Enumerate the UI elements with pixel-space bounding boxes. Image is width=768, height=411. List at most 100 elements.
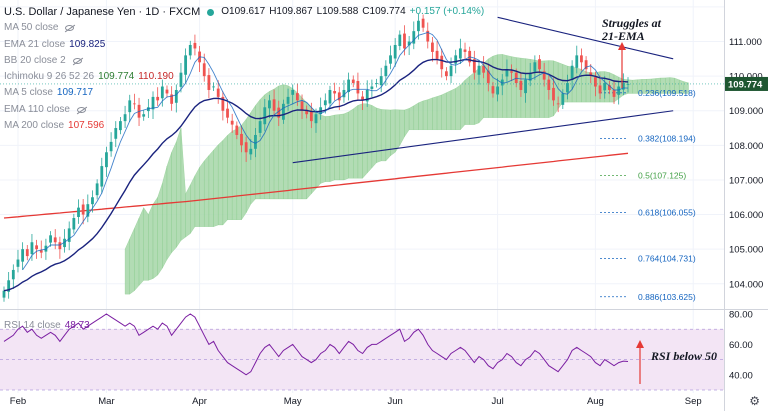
indicator-label: Ichimoku 9 26 52 26 bbox=[4, 71, 95, 83]
cloud-segment bbox=[143, 207, 149, 281]
fib-label: 0.886(103.625) bbox=[638, 292, 696, 302]
candle-body bbox=[86, 204, 90, 217]
candle-body bbox=[2, 290, 6, 298]
cloud-segment bbox=[492, 54, 498, 118]
candle-body bbox=[342, 89, 346, 98]
fib-label: 0.382(108.194) bbox=[638, 134, 696, 144]
indicator-row[interactable]: MA 5 close 109.717 bbox=[4, 85, 484, 101]
candle-body bbox=[547, 79, 551, 90]
low-value: L109.588 bbox=[316, 6, 359, 17]
indicator-row[interactable]: Ichimoku 9 26 52 26 109.774 110.190 bbox=[4, 69, 484, 85]
candle-body bbox=[472, 59, 476, 73]
candle-body bbox=[580, 55, 583, 63]
candle-body bbox=[202, 63, 206, 77]
rsi-label: RSI 14 close bbox=[4, 320, 61, 331]
time-axis: Feb Mar Apr May Jun Jul Aug Sep bbox=[10, 396, 702, 407]
candle-body bbox=[49, 235, 52, 243]
time-tick-label: Apr bbox=[192, 396, 207, 407]
cloud-segment bbox=[683, 81, 689, 94]
time-tick-label: Sep bbox=[685, 396, 702, 407]
candle-body bbox=[370, 86, 374, 89]
rsi-tick-label: 40.00 bbox=[729, 370, 753, 381]
arrow-head-1 bbox=[618, 42, 626, 50]
cloud-segment bbox=[208, 149, 214, 227]
candle-body bbox=[11, 269, 15, 280]
candle-body bbox=[63, 238, 66, 248]
candle-body bbox=[538, 59, 541, 70]
cloud-segment bbox=[222, 134, 228, 226]
hidden-eye-icon[interactable] bbox=[76, 106, 86, 113]
price-badge: 109.774 bbox=[0, 76, 768, 91]
rsi-axis: 40.00 60.00 80.00 bbox=[729, 310, 753, 382]
hidden-eye-icon[interactable] bbox=[65, 25, 75, 32]
cloud-segment bbox=[227, 130, 233, 220]
rsi-tick-label: 60.00 bbox=[729, 340, 753, 351]
indicator-row[interactable]: BB 20 close 2 bbox=[4, 53, 484, 69]
candle-body bbox=[105, 152, 108, 168]
candle-body bbox=[156, 96, 160, 101]
indicator-label: MA 5 close bbox=[4, 87, 53, 99]
candle-body bbox=[7, 280, 11, 292]
price-axis: 104.000 105.000 106.000 107.000 108.000 109.0… bbox=[729, 37, 763, 290]
candle-body bbox=[570, 65, 574, 80]
cloud-segment bbox=[194, 166, 200, 227]
candle-body bbox=[463, 49, 467, 52]
candle-body bbox=[21, 249, 25, 262]
candle-body bbox=[603, 83, 607, 91]
candle-body bbox=[323, 100, 327, 106]
candle-body bbox=[621, 83, 625, 90]
candle-body bbox=[258, 121, 262, 133]
candle-body bbox=[53, 237, 57, 243]
cloud-segment bbox=[190, 175, 196, 235]
rsi-annotation: RSI below 50 bbox=[651, 349, 718, 363]
indicator-row[interactable]: MA 200 close 107.596 bbox=[4, 118, 484, 134]
time-tick-label: Jun bbox=[388, 396, 403, 407]
price-tick-label: 105.000 bbox=[729, 245, 763, 256]
market-status-icon bbox=[207, 8, 215, 16]
indicator-row[interactable]: EMA 21 close 109.825 bbox=[4, 37, 484, 53]
candle-body bbox=[589, 72, 593, 77]
cloud-segment bbox=[511, 56, 517, 118]
candle-body bbox=[72, 218, 76, 230]
cloud-segment bbox=[627, 79, 633, 94]
candle-body bbox=[286, 96, 290, 104]
candle-body bbox=[528, 72, 532, 81]
indicator-list: MA 50 close EMA 21 close 109.825 BB 20 clos… bbox=[4, 20, 484, 134]
candle-body bbox=[188, 44, 192, 56]
settings-gear-icon[interactable]: ⚙ bbox=[749, 394, 760, 408]
candle-body bbox=[146, 107, 150, 112]
candle-body bbox=[407, 41, 411, 46]
candle-body bbox=[486, 70, 490, 84]
candle-body bbox=[193, 42, 197, 49]
candle-body bbox=[379, 76, 383, 86]
candle-body bbox=[170, 94, 174, 104]
indicator-row[interactable]: EMA 110 close bbox=[4, 102, 484, 118]
legend: U.S. Dollar / Japanese Yen · 1D · FXCM O… bbox=[4, 4, 484, 331]
candle-body bbox=[268, 100, 271, 109]
indicator-row[interactable]: MA 50 close bbox=[4, 20, 484, 36]
cloud-segment bbox=[162, 166, 168, 269]
candle-body bbox=[132, 103, 136, 105]
annotation-arrows bbox=[618, 42, 644, 384]
candle-body bbox=[39, 250, 43, 253]
candle-body bbox=[309, 111, 313, 122]
candle-body bbox=[91, 197, 94, 205]
price-tick-label: 106.000 bbox=[729, 210, 763, 221]
candle-body bbox=[30, 242, 34, 255]
struggles-annotation: Struggles at 21-EMA bbox=[602, 17, 661, 43]
trendline bbox=[497, 16, 674, 60]
cloud-segment bbox=[152, 196, 158, 279]
candle-body bbox=[356, 80, 360, 94]
fib-label: 0.764(104.731) bbox=[638, 253, 696, 263]
hidden-eye-icon[interactable] bbox=[72, 58, 82, 65]
candle-body bbox=[333, 91, 337, 94]
candle-body bbox=[212, 86, 215, 88]
cloud-segment bbox=[176, 127, 182, 248]
candle-body bbox=[114, 128, 118, 139]
time-tick-label: Feb bbox=[10, 396, 26, 407]
candle-body bbox=[16, 259, 20, 267]
indicator-label: MA 50 close bbox=[4, 22, 59, 34]
time-tick-label: May bbox=[284, 396, 302, 407]
candle-body bbox=[226, 108, 229, 118]
